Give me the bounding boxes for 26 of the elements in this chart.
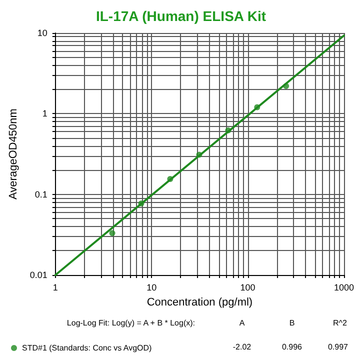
y-tick-label: 0.1	[34, 189, 48, 200]
text: R^2	[333, 318, 348, 328]
x-tick-label: 1000	[334, 282, 354, 292]
y-tick-label: 0.01	[30, 270, 48, 280]
y-axis-title: AverageOD450nm	[8, 108, 20, 200]
text: 0.997	[328, 342, 349, 352]
chart-title: IL-17A (Human) ELISA Kit	[96, 8, 266, 24]
y-tick-label: 10	[37, 28, 48, 38]
point	[196, 152, 202, 158]
point	[109, 230, 116, 236]
x-tick-label: 100	[240, 282, 256, 292]
text: -2.02	[232, 342, 252, 352]
point	[254, 104, 260, 110]
point	[283, 83, 290, 90]
text: 0.996	[282, 342, 303, 352]
text: B	[289, 318, 295, 328]
x-tick-label: 1	[52, 282, 58, 292]
x-tick-label: 10	[146, 282, 157, 292]
x-axis-title: Concentration (pg/ml)	[146, 296, 253, 308]
point	[225, 127, 232, 134]
point	[138, 200, 144, 206]
point	[167, 176, 174, 182]
text: A	[239, 318, 246, 328]
y-tick-label: 1	[42, 108, 48, 119]
text: Log-Log Fit: Log(y) = A + B * Log(x):	[66, 318, 195, 328]
legend-label: STD#1 (Standards: Conc vs AvgOD)	[22, 344, 152, 352]
